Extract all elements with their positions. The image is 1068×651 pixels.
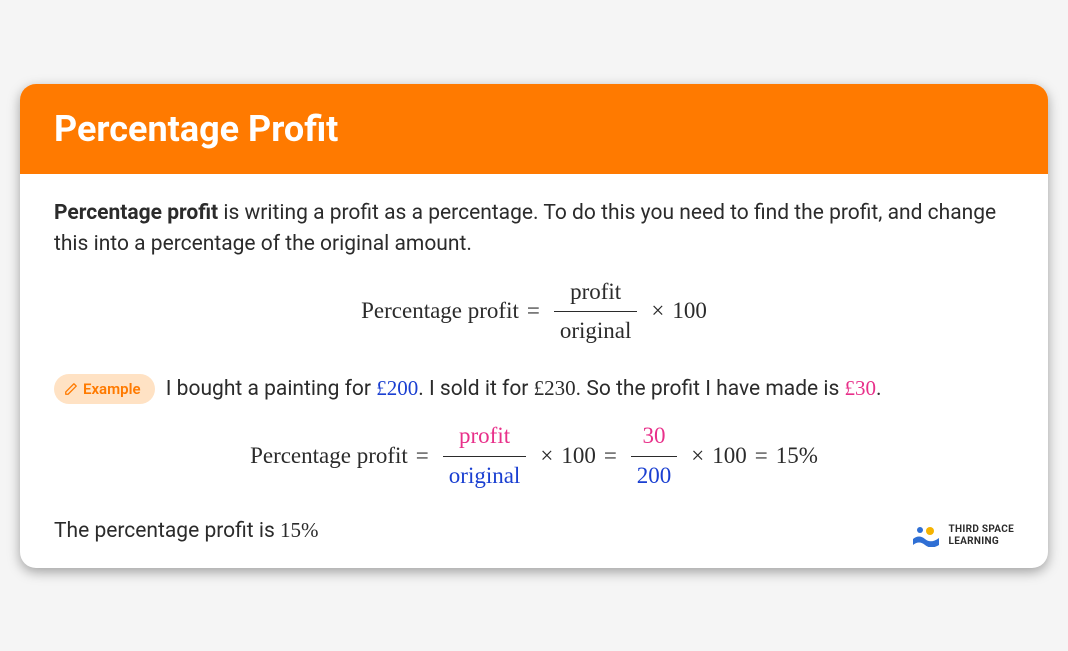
result-15pct: 15% xyxy=(776,439,818,474)
logo-text: THIRD SPACE LEARNING xyxy=(949,524,1014,548)
frac-den-original: original xyxy=(443,456,527,494)
intro-bold: Percentage profit xyxy=(54,201,218,225)
card-content: Percentage profit is writing a profit as… xyxy=(20,174,1048,568)
lesson-card: Percentage Profit Percentage profit is w… xyxy=(20,84,1048,568)
frac-den-200: 200 xyxy=(631,456,678,494)
profit-value: £30 xyxy=(845,376,877,400)
pencil-icon xyxy=(64,382,78,396)
times-sign-2a: × xyxy=(540,439,553,474)
equals-sign-2c: = xyxy=(755,439,768,474)
hundred: 100 xyxy=(672,294,707,329)
hundred-2b: 100 xyxy=(712,439,747,474)
conclusion-pre: The percentage profit is xyxy=(54,519,280,543)
formula-main: Percentage profit = profit original × 10… xyxy=(54,275,1014,349)
example-paragraph: Example I bought a painting for £200. I … xyxy=(54,373,1014,406)
fraction-numerator: profit xyxy=(564,275,627,312)
frac-num-30: 30 xyxy=(637,419,672,456)
equals-sign: = xyxy=(527,294,540,329)
times-sign-2b: × xyxy=(691,439,704,474)
logo-icon xyxy=(911,525,941,547)
example-badge: Example xyxy=(54,374,155,405)
intro-paragraph: Percentage profit is writing a profit as… xyxy=(54,198,1014,261)
times-sign: × xyxy=(651,294,664,329)
frac-num-profit: profit xyxy=(453,419,516,456)
fraction-colored-words: profit original xyxy=(443,419,527,493)
conclusion-value: 15% xyxy=(280,518,319,542)
fraction-profit-original: profit original xyxy=(554,275,638,349)
equals-sign-2b: = xyxy=(604,439,617,474)
fraction-colored-numbers: 30 200 xyxy=(631,419,678,493)
equals-sign-2a: = xyxy=(416,439,429,474)
formula-example: Percentage profit = profit original × 10… xyxy=(54,419,1014,493)
formula2-lhs: Percentage profit xyxy=(250,439,408,474)
formula-lhs: Percentage profit xyxy=(361,294,519,329)
example-t4: . xyxy=(876,377,882,401)
logo-line2: LEARNING xyxy=(949,536,1014,548)
example-t2: . I sold it for xyxy=(418,377,533,401)
price-sell: £230 xyxy=(534,376,576,400)
card-header: Percentage Profit xyxy=(20,84,1048,174)
fraction-denominator: original xyxy=(554,311,638,349)
example-t1: I bought a painting for xyxy=(166,377,376,401)
page-title: Percentage Profit xyxy=(54,108,1014,150)
hundred-2a: 100 xyxy=(561,439,596,474)
price-buy: £200 xyxy=(376,376,418,400)
brand-logo: THIRD SPACE LEARNING xyxy=(911,524,1014,548)
logo-line1: THIRD SPACE xyxy=(949,524,1014,536)
bottom-row: The percentage profit is 15% THIRD SPACE… xyxy=(54,515,1014,548)
example-t3: . So the profit I have made is xyxy=(576,377,845,401)
example-badge-label: Example xyxy=(83,378,141,401)
conclusion: The percentage profit is 15% xyxy=(54,515,319,548)
